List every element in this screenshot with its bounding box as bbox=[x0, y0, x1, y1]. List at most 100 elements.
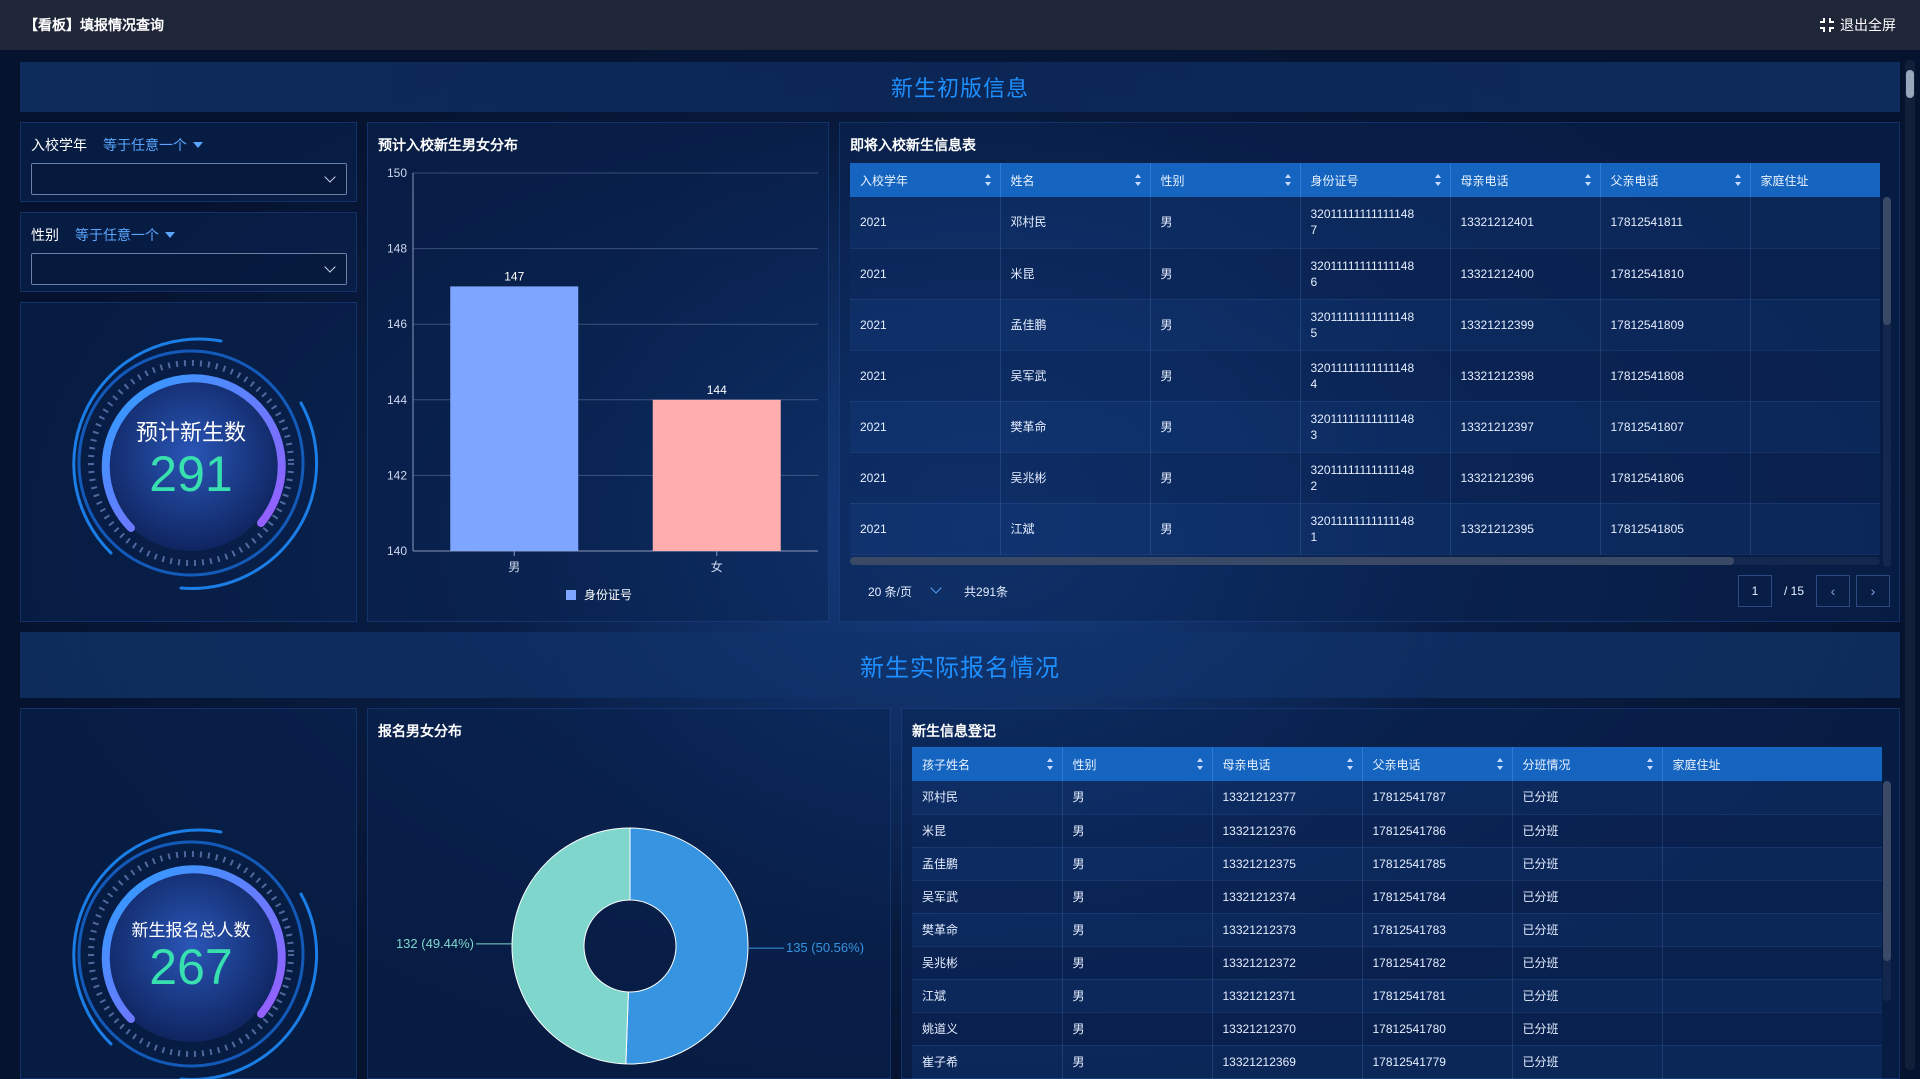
current-page-input[interactable]: 1 bbox=[1738, 575, 1772, 607]
column-header[interactable]: 母亲电话 bbox=[1212, 747, 1363, 781]
page-scrollbar-thumb[interactable] bbox=[1906, 70, 1914, 98]
page-scrollbar[interactable] bbox=[1905, 60, 1915, 1070]
exit-fullscreen-button[interactable]: 退出全屏 bbox=[1820, 15, 1896, 35]
filter-gender-select[interactable] bbox=[31, 253, 347, 285]
table-cell bbox=[1750, 248, 1880, 300]
table-row[interactable]: 2021 吴兆彬男 32011111111111148 2 13321212396 178… bbox=[850, 452, 1880, 504]
expected-students-panel: 预计新生数 291 bbox=[20, 302, 357, 622]
table-cell: 13321212401 bbox=[1450, 197, 1601, 249]
column-header[interactable]: 姓名 bbox=[1000, 163, 1151, 197]
table-cell: 男 bbox=[1150, 248, 1301, 300]
table-cell: 17812541780 bbox=[1362, 1012, 1513, 1046]
table-row[interactable]: 孟佳鹏男 13321212375 17812541785 已分班 bbox=[912, 847, 1882, 881]
table-cell: 吴兆彬 bbox=[1000, 452, 1151, 504]
column-header[interactable]: 分班情况 bbox=[1512, 747, 1663, 781]
table-cell: 邓村民 bbox=[1000, 197, 1151, 249]
table-cell: 邓村民 bbox=[912, 781, 1063, 815]
table-cell bbox=[1750, 197, 1880, 249]
table-row[interactable]: 2021 孟佳鹏男 32011111111111148 5 13321212399 178… bbox=[850, 299, 1880, 351]
table1-total: 共291条 bbox=[964, 584, 1009, 599]
y-tick-label: 142 bbox=[387, 468, 407, 482]
sort-icon[interactable] bbox=[1346, 758, 1354, 770]
sort-icon[interactable] bbox=[1046, 758, 1054, 770]
bar bbox=[652, 399, 781, 551]
table2-vscroll[interactable] bbox=[1883, 781, 1891, 1001]
table-cell: 米昆 bbox=[912, 814, 1063, 848]
sort-icon[interactable] bbox=[1584, 174, 1592, 186]
gender-donut-chart: 135 (50.56%) 132 (49.44%) bbox=[396, 827, 864, 1065]
chevron-right-icon: › bbox=[1870, 583, 1876, 599]
table-row[interactable]: 崔子希男 13321212369 17812541779 已分班 bbox=[912, 1045, 1882, 1079]
table-row[interactable]: 姚道义男 13321212370 17812541780 已分班 bbox=[912, 1012, 1882, 1046]
column-header[interactable]: 父亲电话 bbox=[1362, 747, 1513, 781]
table-row[interactable]: 2021 江斌男 32011111111111148 1 13321212395 1781… bbox=[850, 503, 1880, 555]
page-size-select[interactable]: 20 条/页 bbox=[868, 582, 942, 600]
table-cell: 吴军武 bbox=[1000, 350, 1151, 402]
pie-chart-title: 报名男女分布 bbox=[378, 723, 462, 739]
table-cell: 2021 bbox=[850, 401, 1001, 453]
table-cell bbox=[1662, 1045, 1882, 1079]
sort-icon[interactable] bbox=[1734, 174, 1742, 186]
column-header[interactable]: 家庭住址 bbox=[1750, 163, 1880, 197]
table-cell bbox=[1662, 946, 1882, 980]
table-cell: 男 bbox=[1062, 979, 1213, 1013]
table-cell: 13321212395 bbox=[1450, 503, 1601, 555]
column-header[interactable]: 母亲电话 bbox=[1450, 163, 1601, 197]
table-row[interactable]: 米昆男 13321212376 17812541786 已分班 bbox=[912, 814, 1882, 848]
student-registration-panel: 新生信息登记 孩子姓名 性别 母亲电话 父亲电话 分班情况 家庭住址 邓村民男 133212… bbox=[901, 708, 1900, 1079]
table1-vscroll[interactable] bbox=[1883, 197, 1891, 567]
bar-data-label: 147 bbox=[504, 269, 524, 283]
sort-icon[interactable] bbox=[1134, 174, 1142, 186]
filter-year-label: 入校学年 bbox=[31, 137, 87, 153]
table-cell: 13321212373 bbox=[1212, 913, 1363, 947]
column-header[interactable]: 身份证号 bbox=[1300, 163, 1451, 197]
table-cell bbox=[1750, 401, 1880, 453]
filter-gender-operator[interactable]: 等于任意一个 bbox=[75, 225, 175, 245]
expected-students-value: 291 bbox=[149, 446, 233, 502]
table1-vscroll-thumb[interactable] bbox=[1883, 197, 1891, 325]
section-banner-initial: 新生初版信息 bbox=[20, 62, 1900, 112]
sort-icon[interactable] bbox=[1284, 174, 1292, 186]
table-row[interactable]: 2021 邓村民男 32011111111111148 7 13321212401 178… bbox=[850, 197, 1880, 249]
table-row[interactable]: 2021 樊革命男 32011111111111148 3 13321212397 178… bbox=[850, 401, 1880, 453]
next-page-button[interactable]: › bbox=[1856, 575, 1891, 607]
column-header[interactable]: 父亲电话 bbox=[1600, 163, 1751, 197]
chevron-down-icon bbox=[324, 171, 336, 183]
column-header[interactable]: 性别 bbox=[1150, 163, 1301, 197]
table-row[interactable]: 江斌男 13321212371 17812541781 已分班 bbox=[912, 979, 1882, 1013]
table-cell: 17812541783 bbox=[1362, 913, 1513, 947]
table-cell: 17812541811 bbox=[1600, 197, 1751, 249]
table-row[interactable]: 2021 吴军武男 32011111111111148 4 13321212398 178… bbox=[850, 350, 1880, 402]
page-title: 【看板】填报情况查询 bbox=[24, 17, 164, 33]
table-row[interactable]: 吴军武男 13321212374 17812541784 已分班 bbox=[912, 880, 1882, 914]
column-header[interactable]: 家庭住址 bbox=[1662, 747, 1882, 781]
expected-students-label: 预计新生数 bbox=[135, 420, 246, 445]
sort-icon[interactable] bbox=[1196, 758, 1204, 770]
compress-icon bbox=[1820, 18, 1834, 32]
sort-icon[interactable] bbox=[1496, 758, 1504, 770]
table-cell: 13321212374 bbox=[1212, 880, 1363, 914]
table-cell: 13321212376 bbox=[1212, 814, 1363, 848]
table-row[interactable]: 2021 米昆男 32011111111111148 6 13321212400 1781… bbox=[850, 248, 1880, 300]
table-cell bbox=[1662, 781, 1882, 815]
prev-page-button[interactable]: ‹ bbox=[1816, 575, 1851, 607]
filter-year-select[interactable] bbox=[31, 163, 347, 195]
table1-hscroll-thumb[interactable] bbox=[850, 557, 1734, 565]
sort-icon[interactable] bbox=[984, 174, 992, 186]
table-row[interactable]: 邓村民男 13321212377 17812541787 已分班 bbox=[912, 781, 1882, 815]
table-row[interactable]: 樊革命男 13321212373 17812541783 已分班 bbox=[912, 913, 1882, 947]
column-header[interactable]: 性别 bbox=[1062, 747, 1213, 781]
column-header[interactable]: 入校学年 bbox=[850, 163, 1001, 197]
filter-year-operator[interactable]: 等于任意一个 bbox=[103, 135, 203, 155]
table-cell: 男 bbox=[1150, 197, 1301, 249]
sort-icon[interactable] bbox=[1434, 174, 1442, 186]
upcoming-students-table-wrap: 入校学年 姓名 性别 身份证号 母亲电话 父亲电话 家庭住址 2021 邓村民男 3201111… bbox=[850, 163, 1880, 563]
y-tick-label: 140 bbox=[387, 544, 407, 558]
table2-vscroll-thumb[interactable] bbox=[1883, 781, 1891, 961]
y-tick-label: 146 bbox=[387, 317, 407, 331]
column-header[interactable]: 孩子姓名 bbox=[912, 747, 1063, 781]
sort-icon[interactable] bbox=[1646, 758, 1654, 770]
pie-chart-panel: 报名男女分布 135 (50.56%) 132 (49.44%) bbox=[367, 708, 891, 1079]
table-row[interactable]: 吴兆彬男 13321212372 17812541782 已分班 bbox=[912, 946, 1882, 980]
table1-hscroll[interactable] bbox=[850, 557, 1880, 565]
